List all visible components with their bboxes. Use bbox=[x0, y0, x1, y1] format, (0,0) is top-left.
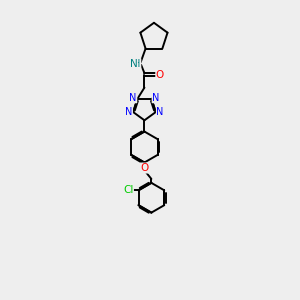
Text: N: N bbox=[152, 93, 160, 103]
Text: Cl: Cl bbox=[123, 185, 134, 195]
Text: N: N bbox=[129, 93, 137, 103]
Text: N: N bbox=[125, 107, 133, 117]
Text: O: O bbox=[140, 163, 148, 173]
Text: N: N bbox=[156, 107, 164, 117]
Text: N: N bbox=[130, 59, 137, 69]
Text: O: O bbox=[156, 70, 164, 80]
Text: H: H bbox=[134, 59, 141, 69]
